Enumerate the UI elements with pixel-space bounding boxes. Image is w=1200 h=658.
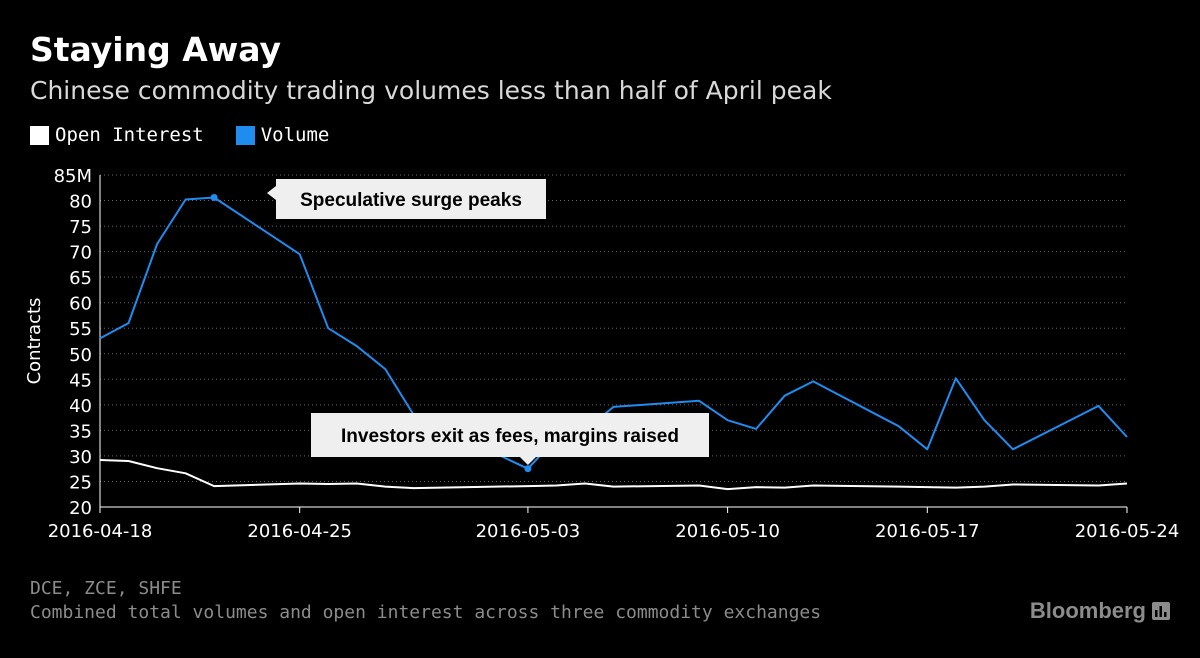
x-tick-label: 2016-05-17 [875,521,980,542]
y-tick-label: 30 [69,447,92,468]
footnote: Combined total volumes and open interest… [30,602,822,623]
y-tick-label: 40 [69,396,92,417]
annotation-box [311,413,709,457]
legend-swatch-open-interest [30,125,49,145]
annotation-label: Investors exit as fees, margins raised [341,426,679,447]
annotation-pointer [519,457,536,465]
annotation-label: Speculative surge peaks [300,190,522,211]
y-tick-label: 70 [69,243,92,264]
axes: 20 25 30 35 40 45 50 55 60 65 70 75 80 85M 2016-04-18 2… [24,166,1179,542]
x-tick-label: 2016-04-25 [247,521,352,542]
legend-label-open-interest: Open Interest [55,124,204,146]
annotation-box [276,179,546,219]
y-tick-label: 60 [69,294,92,315]
legend-swatch-volume [235,125,255,145]
y-tick-label: 65 [69,268,92,289]
bloomberg-logo: Bloomberg [1030,598,1170,624]
y-tick-label: 45 [69,370,92,391]
chart-subtitle: Chinese commodity trading volumes less t… [30,76,832,105]
annotation-point [210,193,218,201]
source-note: DCE, ZCE, SHFE [30,578,182,599]
annotation-point [524,465,532,473]
y-tick-label: 75 [69,217,92,238]
bloomberg-chart-icon [1152,602,1170,620]
y-tick-label: 55 [69,319,92,340]
annotations: Speculative surge peaks Investors exit as… [210,179,709,473]
legend: Open Interest Volume [30,124,361,146]
legend-item-open-interest: Open Interest [30,124,204,146]
chart-title: Staying Away [30,30,282,69]
y-tick-label: 85M [54,166,92,187]
series-line-open-interest [99,459,1128,491]
x-tick-label: 2016-05-24 [1075,521,1180,542]
y-tick-label: 35 [69,421,92,442]
x-tick-label: 2016-05-03 [476,521,581,542]
y-axis-label: Contracts [24,298,45,385]
legend-item-volume: Volume [235,124,330,146]
annotation-pointer [267,186,276,200]
legend-label-volume: Volume [260,124,330,146]
brand-label: Bloomberg [1029,598,1146,623]
y-tick-label: 80 [69,192,92,213]
y-tick-label: 50 [69,345,92,366]
x-tick-label: 2016-05-10 [675,521,780,542]
y-tick-label: 25 [69,472,92,493]
y-tick-label: 20 [69,498,92,519]
x-tick-label: 2016-04-18 [48,521,153,542]
